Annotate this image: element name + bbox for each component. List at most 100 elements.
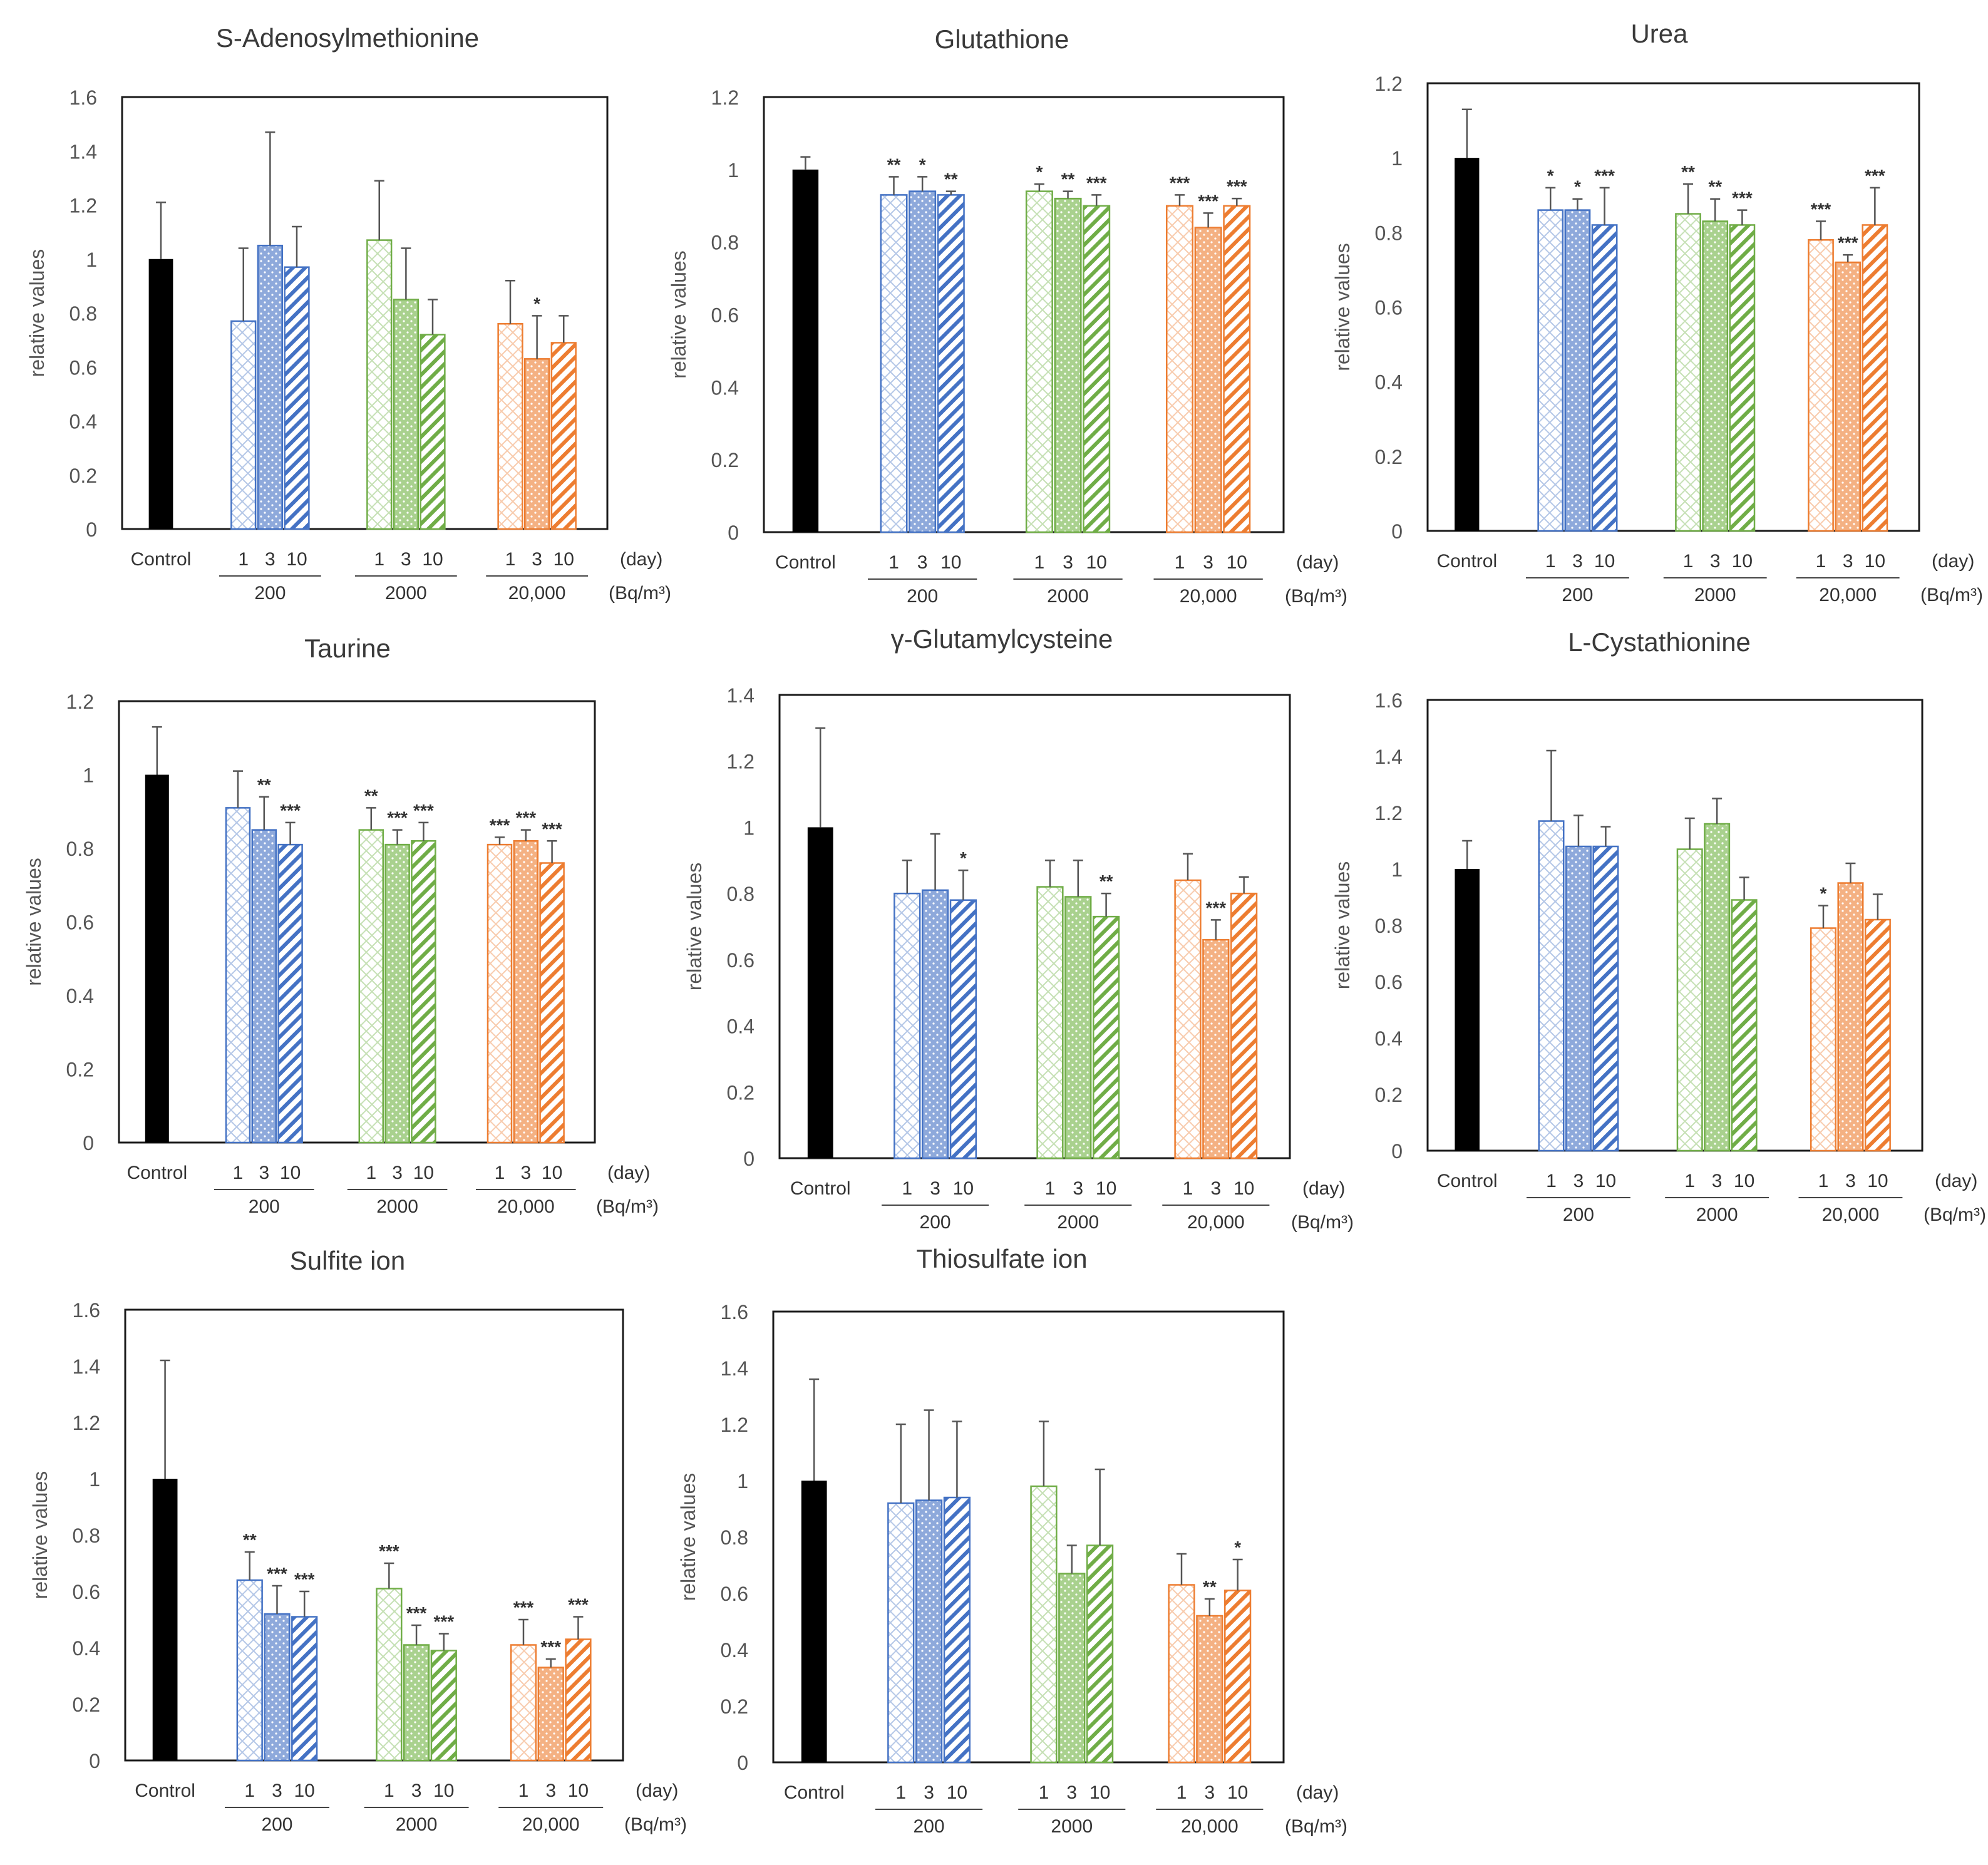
dose-label: 200	[914, 1816, 945, 1837]
dose-unit-label: (Bq/m³)	[1285, 1816, 1347, 1837]
bar-dose-200-day-1	[894, 892, 921, 1159]
dose-unit-label: (Bq/m³)	[1285, 586, 1347, 607]
day-label: 3	[532, 549, 542, 570]
y-axis-label: relative values	[1331, 243, 1354, 371]
y-tick-label: 0.8	[1375, 222, 1403, 244]
bar-dose-20000-day-1	[1808, 239, 1834, 532]
bar-dose-200-day-1	[236, 1579, 263, 1762]
bar-dose-20000-day-10	[1224, 1590, 1252, 1764]
y-tick-label: 0.2	[711, 449, 739, 471]
day-label: 3	[1572, 551, 1583, 572]
significance-label: ***	[568, 1595, 589, 1615]
significance-label: ***	[1811, 199, 1831, 218]
y-tick-label: 0.2	[73, 1693, 100, 1716]
y-tick-label: 0.8	[66, 838, 94, 860]
dose-label: 20,000	[1181, 1816, 1239, 1837]
day-unit-label: (day)	[620, 549, 662, 570]
y-tick-label: 0.8	[1375, 915, 1403, 937]
y-tick-label: 0	[1391, 1140, 1403, 1163]
y-tick-label: 0.4	[711, 376, 739, 399]
dose-unit-label: (Bq/m³)	[1924, 1205, 1986, 1225]
dose-label: 2000	[1051, 1816, 1093, 1837]
bar-dose-200-day-10	[1591, 224, 1618, 532]
day-label: 1	[1545, 551, 1556, 572]
significance-label: ***	[280, 801, 301, 820]
control-label: Control	[135, 1780, 195, 1801]
y-tick-label: 0.2	[721, 1695, 748, 1718]
y-tick-label: 0.6	[1375, 297, 1403, 319]
y-tick-label: 0.6	[66, 912, 94, 934]
significance-label: **	[1203, 1577, 1217, 1596]
y-tick-label: 1	[737, 1470, 748, 1493]
plot-frame	[118, 700, 596, 1144]
bar-dose-200-day-3	[264, 1613, 291, 1762]
significance-label: **	[364, 786, 378, 805]
bar-dose-2000-day-3	[384, 843, 410, 1144]
day-unit-label: (day)	[1932, 551, 1974, 572]
significance-label: *	[919, 155, 926, 174]
significance-label: **	[1681, 162, 1695, 182]
bar-dose-20000-day-10	[565, 1638, 592, 1762]
dose-label: 200	[1562, 585, 1593, 605]
day-label: 3	[411, 1780, 422, 1801]
bar-dose-20000-day-3	[513, 840, 539, 1144]
bar-dose-2000-day-1	[1675, 213, 1701, 532]
chart-title: Taurine	[304, 634, 391, 663]
day-label: 3	[1063, 552, 1073, 573]
significance-label: ***	[1198, 191, 1218, 210]
day-label: 10	[568, 1780, 589, 1801]
y-tick-label: 0.4	[1375, 371, 1403, 394]
day-label: 10	[1734, 1171, 1754, 1191]
day-label: 10	[286, 549, 307, 570]
y-tick-label: 0	[728, 521, 739, 544]
chart-title: L-Cystathionine	[1568, 627, 1751, 657]
significance-label: *	[1820, 884, 1827, 903]
control-label: Control	[775, 552, 836, 573]
significance-label: **	[257, 775, 271, 794]
bar-control	[1455, 158, 1480, 531]
day-label: 3	[1712, 1171, 1723, 1191]
significance-label: ***	[540, 1637, 561, 1657]
day-label: 10	[280, 1163, 301, 1183]
day-unit-label: (day)	[1302, 1178, 1345, 1199]
bar-dose-2000-day-1	[366, 239, 393, 530]
day-label: 1	[1177, 1782, 1187, 1803]
bar-dose-2000-day-10	[1729, 224, 1756, 532]
y-tick-label: 0.2	[1375, 1084, 1403, 1106]
bar-dose-200-day-10	[277, 843, 303, 1144]
significance-label: ***	[1732, 188, 1753, 208]
y-tick-label: 1.4	[1375, 746, 1403, 768]
dose-label: 20,000	[1822, 1205, 1880, 1225]
bar-dose-20000-day-3	[1196, 1615, 1223, 1764]
dose-label: 2000	[376, 1196, 418, 1217]
control-label: Control	[126, 1163, 187, 1183]
bar-dose-200-day-10	[291, 1616, 318, 1762]
bar-dose-2000-day-10	[420, 334, 446, 530]
day-label: 1	[244, 1780, 255, 1801]
y-tick-label: 1	[1391, 147, 1403, 170]
day-label: 10	[1227, 1782, 1248, 1803]
day-label: 1	[902, 1178, 912, 1199]
day-label: 3	[1210, 1178, 1221, 1199]
dose-label: 200	[920, 1212, 951, 1233]
y-tick-label: 0.6	[727, 949, 755, 972]
y-tick-label: 1	[83, 764, 94, 787]
bar-dose-200-day-10	[937, 194, 965, 533]
day-label: 10	[294, 1780, 315, 1801]
day-label: 1	[505, 549, 516, 570]
y-tick-label: 0.4	[70, 411, 97, 433]
y-tick-label: 0.6	[1375, 971, 1403, 994]
significance-label: ***	[1594, 166, 1615, 185]
chart-panel-7: Sulfite ion 0 0.2 0.4 0.6 0.8 1 1.2 1.4 1.6 relati…	[29, 1246, 687, 1835]
y-tick-label: 1.6	[73, 1299, 100, 1322]
significance-label: **	[1100, 871, 1113, 891]
y-tick-label: 0	[737, 1752, 748, 1774]
bar-dose-200-day-3	[921, 889, 949, 1159]
day-label: 3	[1066, 1782, 1077, 1803]
significance-label: ***	[413, 801, 434, 820]
day-label: 10	[1233, 1178, 1254, 1199]
y-tick-label: 1.4	[73, 1355, 100, 1378]
bar-control	[807, 827, 833, 1158]
significance-label: *	[1574, 177, 1581, 197]
